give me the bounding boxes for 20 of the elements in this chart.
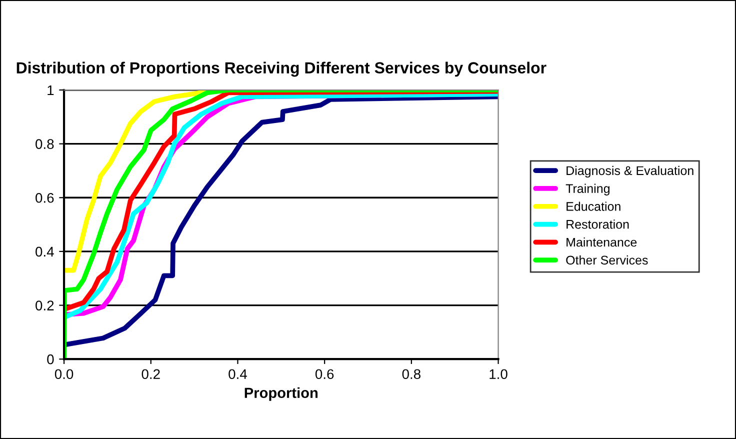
x-tick-label: 0.4 (228, 369, 247, 380)
x-tick-label: 0.2 (142, 369, 160, 380)
x-axis-title: Proportion (244, 387, 318, 401)
legend-label: Other Services (566, 255, 648, 265)
y-tick-label: 1 (48, 85, 54, 96)
x-tick-label: 0.6 (315, 369, 334, 380)
y-tick-label: 0 (47, 354, 54, 364)
chart-title: Distribution of Proportions Receiving Different Services by Counselor (16, 62, 546, 77)
legend-label: Diagnosis & Evaluation (566, 166, 694, 178)
legend-label: Education (566, 202, 620, 211)
x-tick-label: 0.8 (402, 369, 420, 380)
y-tick-label: 0.6 (36, 192, 54, 203)
y-tick-label: 0.4 (36, 246, 54, 257)
y-tick-label: 0.8 (36, 139, 54, 149)
x-tick-label: 1.0 (490, 369, 508, 380)
y-tick-label: 0.2 (36, 300, 54, 310)
legend-label: Restoration (566, 220, 629, 229)
legend-label: Maintenance (566, 238, 637, 247)
x-tick-label: 0.0 (54, 369, 74, 380)
legend-label: Training (566, 184, 610, 196)
